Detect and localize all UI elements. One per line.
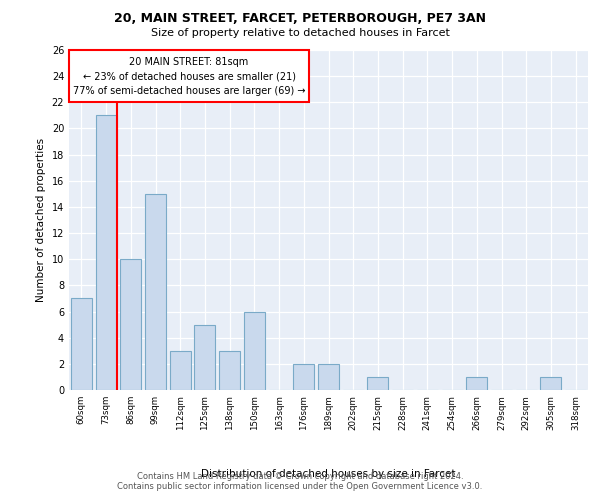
Bar — [194, 324, 215, 390]
Text: ← 23% of detached houses are smaller (21): ← 23% of detached houses are smaller (21… — [83, 72, 296, 82]
X-axis label: Distribution of detached houses by size in Farcet: Distribution of detached houses by size … — [201, 468, 456, 478]
Bar — [70, 50, 309, 102]
Bar — [466, 377, 487, 390]
Bar — [120, 259, 141, 390]
Text: 20 MAIN STREET: 81sqm: 20 MAIN STREET: 81sqm — [130, 56, 249, 66]
Bar — [170, 351, 191, 390]
Y-axis label: Number of detached properties: Number of detached properties — [36, 138, 46, 302]
Bar — [95, 116, 116, 390]
Bar — [541, 377, 562, 390]
Bar — [71, 298, 92, 390]
Text: Contains HM Land Registry data © Crown copyright and database right 2024.: Contains HM Land Registry data © Crown c… — [137, 472, 463, 481]
Bar — [145, 194, 166, 390]
Text: 20, MAIN STREET, FARCET, PETERBOROUGH, PE7 3AN: 20, MAIN STREET, FARCET, PETERBOROUGH, P… — [114, 12, 486, 26]
Bar — [219, 351, 240, 390]
Text: 77% of semi-detached houses are larger (69) →: 77% of semi-detached houses are larger (… — [73, 86, 305, 97]
Bar — [318, 364, 339, 390]
Bar — [293, 364, 314, 390]
Text: Size of property relative to detached houses in Farcet: Size of property relative to detached ho… — [151, 28, 449, 38]
Bar — [244, 312, 265, 390]
Text: Contains public sector information licensed under the Open Government Licence v3: Contains public sector information licen… — [118, 482, 482, 491]
Bar — [367, 377, 388, 390]
